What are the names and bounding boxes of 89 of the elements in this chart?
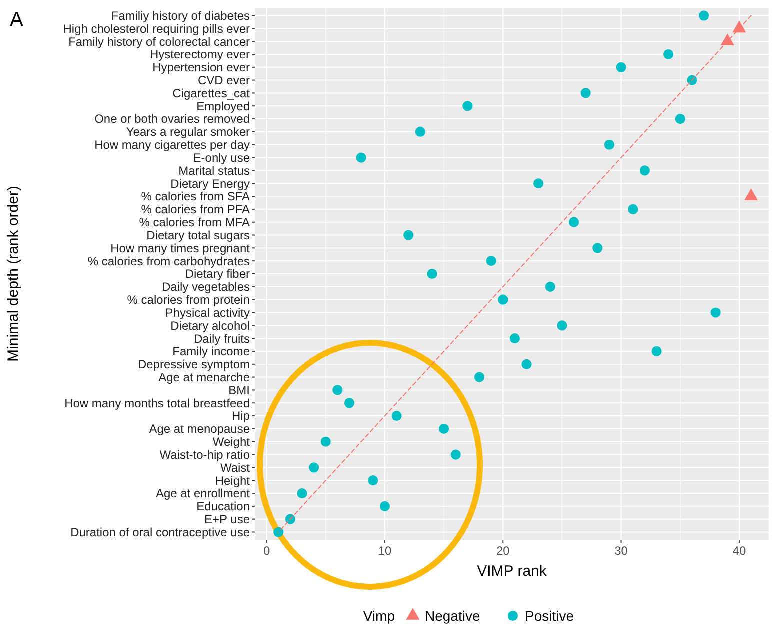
y-tick-label: Dietary Energy <box>170 176 250 191</box>
point <box>332 385 343 396</box>
legend-label: Negative <box>425 608 480 624</box>
point <box>309 462 320 473</box>
y-tick-label: Dietary total sugars <box>146 228 250 242</box>
point <box>568 217 580 228</box>
y-tick-label: Employed <box>196 99 250 114</box>
y-tick-label: Weight <box>212 435 251 450</box>
y-tick-label: Daily vegetables <box>162 280 250 294</box>
x-tick-label: 40 <box>732 544 746 558</box>
point <box>344 398 355 408</box>
y-tick-label: Waist-to-hip ratio <box>160 448 250 462</box>
point <box>368 476 378 486</box>
y-tick-label: How many months total breastfeed <box>64 396 250 410</box>
y-tick-label: Age at menarche <box>158 370 250 384</box>
y-tick-label: Hip <box>232 409 250 424</box>
y-tick-label: Physical activity <box>165 306 250 320</box>
y-tick-label: Dietary alcohol <box>170 318 250 333</box>
legend-label: Positive <box>525 608 574 624</box>
y-tick-label: CVD ever <box>198 74 250 88</box>
y-tick-label: High cholesterol requiring pills ever <box>63 22 250 36</box>
point <box>545 282 556 292</box>
y-tick-label: % calories from carbohydrates <box>88 254 250 268</box>
point <box>498 294 508 305</box>
text: A <box>10 9 24 31</box>
y-tick-label: Hysterectomy ever <box>150 48 250 62</box>
point <box>616 62 626 72</box>
point <box>604 140 615 150</box>
x-tick-label: 0 <box>263 544 270 558</box>
point <box>439 424 450 434</box>
y-tick-label: Years a regular smoker <box>126 125 250 140</box>
y-tick-label: % calories from MFA <box>139 216 250 230</box>
point <box>297 488 308 499</box>
y-tick-label: Duration of oral contraceptive use <box>70 525 250 540</box>
point <box>486 256 496 266</box>
y-tick-label: E+P use <box>204 512 250 527</box>
point <box>474 372 485 382</box>
point <box>380 501 390 512</box>
x-axis-title: VIMP rank <box>477 563 548 580</box>
point <box>427 268 438 280</box>
point <box>392 411 402 422</box>
y-tick-label: How many cigarettes per day <box>94 138 250 152</box>
x-tick-label: 30 <box>614 544 628 558</box>
y-tick-label: Age at menopause <box>149 422 250 436</box>
point <box>710 308 721 318</box>
point <box>534 178 544 189</box>
legend-title: Vimp <box>363 608 396 624</box>
point <box>356 152 366 163</box>
y-tick-label: Daily fruits <box>194 332 250 346</box>
y-tick-label: Marital status <box>178 164 250 178</box>
y-tick-label: How many times pregnant <box>110 241 251 256</box>
point <box>522 359 532 370</box>
y-tick-label: Family income <box>172 344 250 359</box>
y-tick-label: % calories from PFA <box>141 202 250 217</box>
y-tick-label: Height <box>215 474 251 488</box>
point <box>698 10 710 21</box>
point <box>640 166 650 176</box>
point <box>320 436 331 447</box>
point <box>510 334 520 344</box>
x-tick-label: 10 <box>378 544 392 558</box>
point <box>675 114 686 124</box>
y-tick-label: BMI <box>228 383 250 398</box>
point <box>592 243 603 254</box>
point <box>274 527 284 538</box>
y-tick-label: Age at enrollment <box>156 486 251 501</box>
point <box>557 320 568 331</box>
y-tick-label: Familiy history of diabetes <box>111 8 250 23</box>
y-tick-label: % calories from protein <box>127 293 250 308</box>
y-tick-label: % calories from SFA <box>141 190 250 204</box>
y-tick-label: E-only use <box>193 150 250 165</box>
point <box>628 204 638 214</box>
x-tick-label: 20 <box>496 544 510 558</box>
y-tick-label: Hypertension ever <box>152 60 250 75</box>
point <box>285 514 296 524</box>
point <box>450 450 461 460</box>
point <box>462 101 473 112</box>
y-tick-label: Dietary fiber <box>185 267 250 282</box>
y-tick-label: Family history of colorectal cancer <box>68 34 250 49</box>
point <box>415 126 426 137</box>
y-tick-label: Education <box>196 500 250 514</box>
point <box>664 49 674 60</box>
y-tick-label: Cigarettes_cat <box>172 86 251 100</box>
point <box>652 346 662 357</box>
y-tick-label: One or both ovaries removed <box>94 112 250 126</box>
y-axis-title: Minimal depth (rank order) <box>5 186 22 362</box>
point <box>404 230 414 240</box>
point <box>580 88 591 98</box>
y-tick-label: Depressive symptom <box>138 358 250 372</box>
y-tick-label: Waist <box>220 460 251 475</box>
